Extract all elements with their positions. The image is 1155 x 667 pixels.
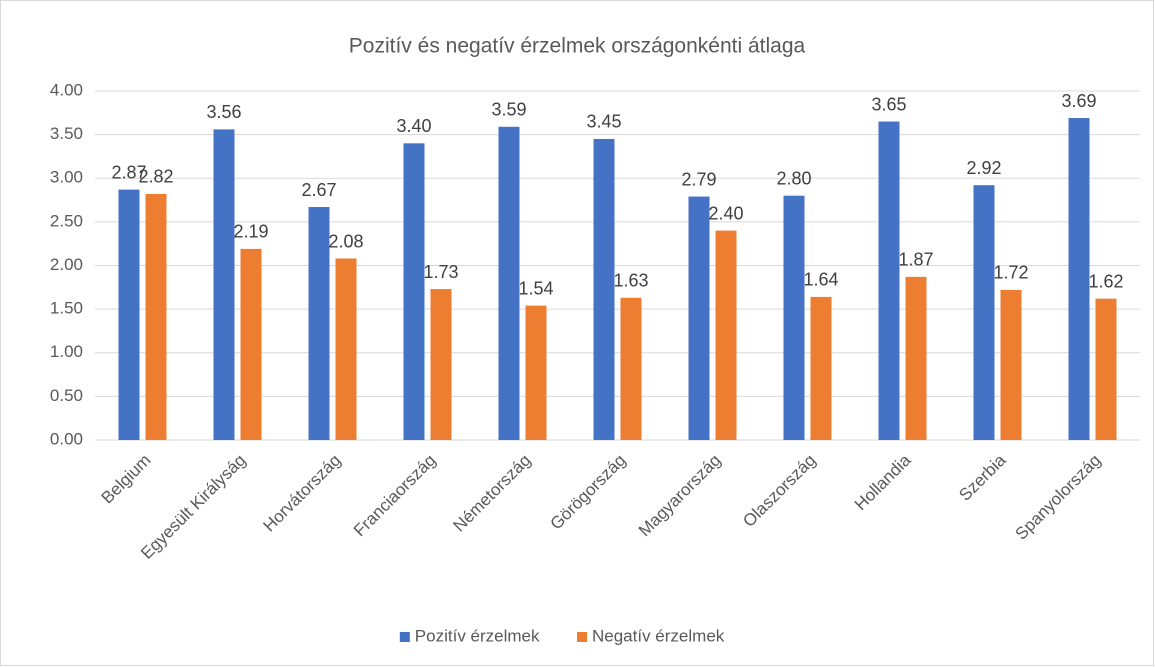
- data-label: 1.72: [993, 263, 1028, 283]
- data-label: 2.80: [776, 168, 811, 188]
- data-label: 3.56: [206, 102, 241, 122]
- bar: [810, 296, 832, 440]
- data-label: 1.73: [423, 262, 458, 282]
- y-tick-label: 0.50: [50, 386, 83, 405]
- data-label: 1.62: [1088, 271, 1123, 291]
- bar: [308, 207, 330, 440]
- data-label: 2.08: [328, 231, 363, 251]
- bar: [403, 143, 425, 440]
- bar: [1000, 289, 1022, 440]
- bar: [213, 129, 235, 440]
- legend-label: Pozitív érzelmek: [415, 626, 540, 645]
- y-tick-label: 0.00: [50, 429, 83, 448]
- data-label: 1.64: [803, 270, 838, 290]
- y-tick-label: 2.00: [50, 255, 83, 274]
- y-tick-label: 1.00: [50, 342, 83, 361]
- y-tick-label: 2.50: [50, 211, 83, 230]
- bar: [118, 189, 140, 440]
- data-label: 2.67: [301, 180, 336, 200]
- bar: [498, 126, 520, 441]
- y-tick-label: 3.00: [50, 168, 83, 187]
- data-label: 2.87: [111, 162, 146, 182]
- data-label: 3.40: [396, 116, 431, 136]
- data-label: 2.40: [708, 203, 743, 223]
- bar: [240, 248, 262, 440]
- data-label: 1.87: [898, 250, 933, 270]
- bar: [715, 230, 737, 440]
- bar: [593, 138, 615, 441]
- data-label: 2.79: [681, 169, 716, 189]
- legend-swatch: [577, 632, 587, 642]
- y-tick-label: 3.50: [50, 124, 83, 143]
- bar: [905, 276, 927, 440]
- bar: [1068, 118, 1090, 441]
- legend-swatch: [399, 632, 410, 642]
- bar: [688, 196, 710, 440]
- data-label: 3.45: [586, 112, 621, 132]
- legend-label: Negatív érzelmek: [592, 626, 725, 645]
- bar: [525, 305, 547, 440]
- bar: [430, 289, 452, 440]
- bar: [1095, 298, 1117, 440]
- y-tick-label: 4.00: [50, 80, 83, 99]
- data-label: 2.82: [138, 167, 173, 187]
- data-label: 3.69: [1061, 91, 1096, 111]
- bar: [620, 297, 642, 440]
- bar: [783, 195, 805, 440]
- bar: [335, 258, 357, 440]
- y-tick-label: 1.50: [50, 299, 83, 318]
- data-label: 2.19: [233, 222, 268, 242]
- data-label: 3.59: [491, 100, 526, 120]
- data-label: 2.92: [966, 158, 1001, 178]
- bar: [145, 193, 167, 440]
- data-label: 3.65: [871, 94, 906, 114]
- data-label: 1.63: [613, 271, 648, 291]
- bar: [973, 185, 995, 440]
- bar: [878, 121, 900, 440]
- chart-title: Pozitív és negatív érzelmek országonként…: [349, 35, 806, 58]
- data-label: 1.54: [518, 278, 553, 298]
